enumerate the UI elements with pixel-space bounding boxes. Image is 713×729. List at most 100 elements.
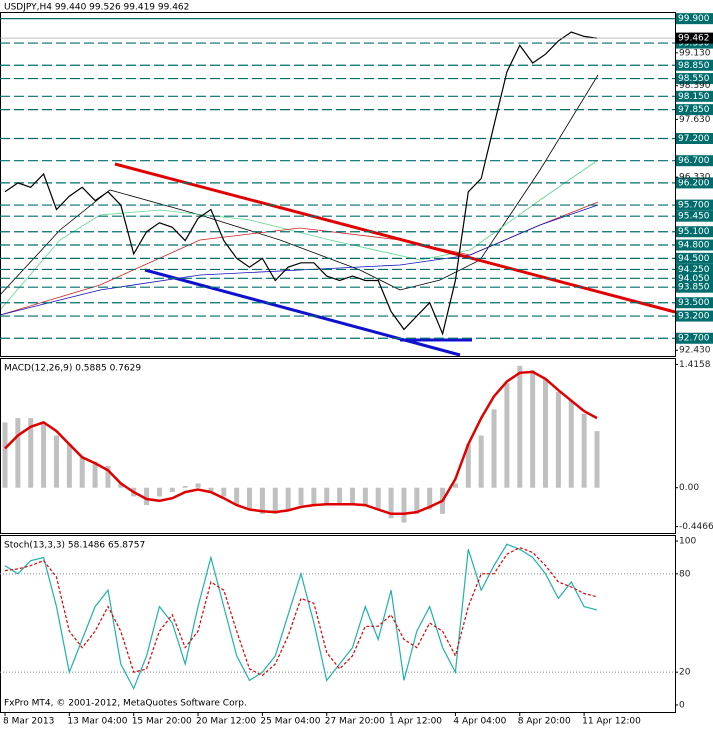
level-label: 96.200	[678, 178, 710, 188]
histogram-bar	[144, 487, 150, 506]
price-title: USDJPY,H4 99.440 99.526 99.419 99.462	[4, 3, 189, 13]
histogram-bar	[15, 418, 21, 488]
stoch-title: Stoch(13,3,3) 58.1486 65.8757	[4, 541, 145, 551]
level-label-box	[676, 155, 713, 167]
x-tick-label: 27 Mar 20:00	[325, 717, 385, 727]
x-tick-label: 25 Mar 04:00	[260, 717, 320, 727]
histogram-bar	[349, 487, 355, 506]
level-label-box	[676, 104, 713, 116]
level-label: 92.700	[678, 334, 710, 344]
series-line	[4, 370, 598, 516]
level-label: 93.500	[678, 298, 710, 308]
histogram-bar	[581, 413, 587, 488]
histogram-bar	[452, 483, 458, 488]
level-label: 94.500	[678, 254, 710, 264]
histogram-bar	[234, 487, 240, 506]
y-tick-label: 80	[679, 569, 691, 579]
y-tick-label: 98.390	[679, 81, 711, 91]
level-label: 95.100	[678, 227, 710, 237]
histogram-bar	[311, 487, 317, 506]
series-line	[4, 543, 598, 691]
histogram-bar	[195, 483, 201, 488]
level-label-box	[676, 73, 713, 85]
histogram-bar	[169, 487, 175, 493]
histogram-bar	[28, 418, 34, 488]
macd-title: MACD(12,26,9) 0.5885 0.7629	[4, 364, 141, 374]
level-label-box	[676, 210, 713, 222]
y-tick-label: 100	[679, 537, 696, 547]
histogram-bar	[41, 422, 47, 488]
level-label-box	[676, 281, 713, 293]
histogram-bar	[465, 444, 471, 488]
level-label-box	[676, 226, 713, 238]
histogram-bar	[2, 422, 8, 488]
level-label-box	[676, 297, 713, 309]
histogram-bar	[594, 431, 600, 488]
level-label: 93.850	[678, 283, 710, 293]
y-tick-label: 96.330	[679, 173, 711, 183]
level-label-box	[676, 199, 713, 211]
stoch-panel	[0, 535, 676, 713]
histogram-bar	[568, 400, 574, 488]
level-label-box	[676, 252, 713, 264]
histogram-bar	[388, 487, 394, 519]
x-tick-label: 20 Mar 12:00	[196, 717, 256, 727]
histogram-bar	[414, 487, 420, 514]
level-label-box	[676, 59, 713, 71]
moving-average	[0, 159, 599, 311]
histogram-bar	[362, 487, 368, 506]
level-label: 95.700	[678, 201, 710, 211]
histogram-bar	[285, 487, 291, 510]
histogram-bar	[324, 487, 330, 506]
level-label-box	[676, 272, 713, 284]
level-label-box	[676, 310, 713, 322]
y-tick-label: -0.4466	[679, 522, 713, 532]
x-tick-label: 13 Mar 04:00	[67, 717, 127, 727]
current-price-label: 99.462	[678, 34, 710, 44]
histogram-bar	[156, 487, 162, 497]
y-tick-label: 1.4158	[679, 360, 711, 370]
level-label: 94.050	[678, 274, 710, 284]
histogram-bar	[272, 487, 278, 514]
histogram-bar	[182, 485, 188, 488]
x-tick-label: 1 Apr 12:00	[389, 717, 442, 727]
series-line	[4, 31, 598, 336]
histogram-bar	[92, 461, 98, 488]
histogram-bar	[517, 365, 523, 488]
histogram-bar	[118, 483, 124, 488]
x-tick-label: 4 Apr 04:00	[453, 717, 506, 727]
histogram-bar	[478, 435, 484, 488]
histogram-bar	[298, 487, 304, 506]
histogram-bar	[66, 444, 72, 488]
level-label: 93.200	[678, 312, 710, 322]
y-tick-label: 99.130	[679, 48, 711, 58]
level-label-box	[676, 263, 713, 275]
histogram-bar	[247, 487, 253, 510]
level-label-box	[676, 332, 713, 344]
histogram-bar	[259, 487, 265, 514]
histogram-bar	[504, 383, 510, 488]
level-label: 97.850	[678, 105, 710, 115]
level-label: 97.200	[678, 134, 710, 144]
x-tick-label: 8 Mar 2013	[3, 717, 54, 727]
histogram-bar	[543, 378, 549, 488]
x-tick-label: 8 Apr 20:00	[518, 717, 571, 727]
level-label-box	[676, 177, 713, 189]
level-label: 94.250	[678, 265, 710, 275]
level-label: 96.700	[678, 156, 710, 166]
level-label-box	[676, 239, 713, 251]
level-label-box	[676, 13, 713, 25]
level-label: 98.150	[678, 92, 710, 102]
y-tick-label: 92.430	[679, 346, 711, 356]
histogram-bar	[427, 487, 433, 510]
footer: FxPro MT4, © 2001-2012, MetaQuotes Softw…	[4, 699, 247, 709]
level-label: 99.900	[678, 14, 710, 24]
x-tick-label: 11 Apr 12:00	[582, 717, 641, 727]
y-tick-label: 97.630	[679, 115, 711, 125]
histogram-bar	[530, 370, 536, 488]
level-label: 98.550	[678, 74, 710, 84]
histogram-bar	[375, 487, 381, 510]
x-tick-label: 15 Mar 20:00	[132, 717, 192, 727]
level-label: 95.450	[678, 212, 710, 222]
level-label-box	[676, 90, 713, 102]
